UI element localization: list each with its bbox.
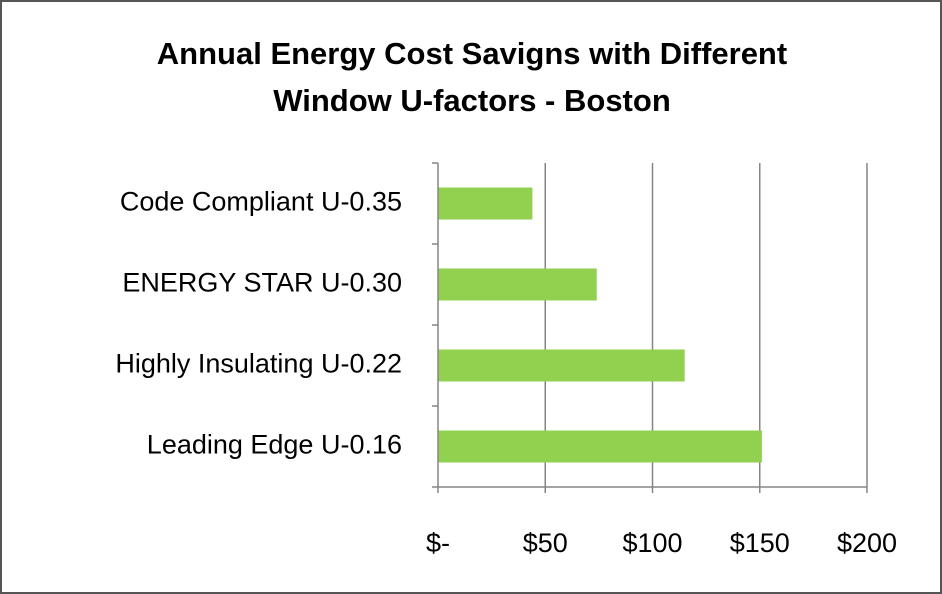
bar	[438, 430, 762, 463]
x-tick-label: $-	[426, 528, 450, 558]
y-tick-label: ENERGY STAR U-0.30	[122, 268, 402, 298]
x-tick-label: $100	[622, 528, 682, 558]
x-tick-label: $150	[730, 528, 790, 558]
bar	[438, 349, 685, 382]
y-tick-label: Code Compliant U-0.35	[120, 187, 402, 217]
x-tick-label: $50	[523, 528, 568, 558]
bar	[438, 268, 597, 301]
chart-title: Annual Energy Cost Savigns with Differen…	[157, 36, 787, 71]
chart-title: Window U-factors - Boston	[273, 83, 671, 118]
x-tick-label: $200	[837, 528, 897, 558]
y-tick-label: Highly Insulating U-0.22	[115, 349, 402, 379]
y-tick-label: Leading Edge U-0.16	[147, 430, 402, 460]
bar	[438, 187, 533, 220]
